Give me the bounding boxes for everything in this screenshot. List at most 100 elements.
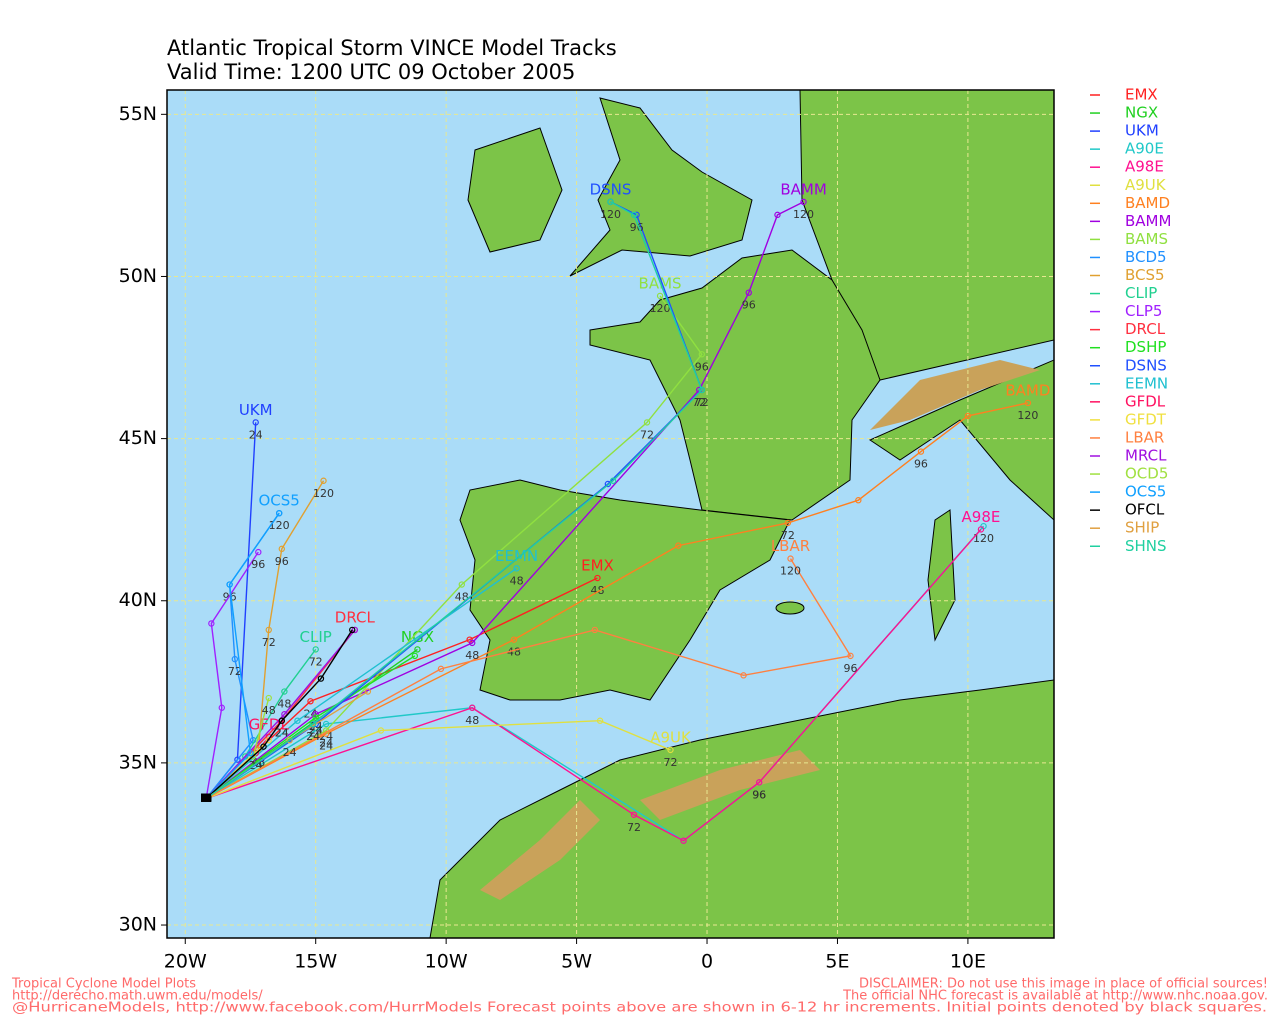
hour-label: 72 <box>781 529 795 542</box>
track-point <box>226 581 233 588</box>
hour-label: 24 <box>249 428 263 441</box>
legend-label: CLP5 <box>1125 302 1162 320</box>
track-point <box>469 704 476 711</box>
track-point <box>364 688 372 695</box>
hour-label: 120 <box>973 532 994 545</box>
hour-label: 96 <box>223 591 237 604</box>
track-point <box>607 198 614 206</box>
track-point <box>740 672 747 679</box>
hour-label: 72 <box>640 428 654 441</box>
legend-label: GFDT <box>1125 410 1167 428</box>
track-line <box>205 720 671 800</box>
hour-label: 120 <box>313 487 334 500</box>
track-point <box>847 652 854 660</box>
legend-label: OCS5 <box>1125 483 1166 501</box>
model-track: 96 120 LBAR <box>201 537 858 802</box>
legend-label: LBAR <box>1125 428 1164 446</box>
hour-label: 48 <box>277 698 291 711</box>
hour-label: 24 <box>283 746 297 759</box>
hour-label: 48 <box>510 574 524 587</box>
hour-label: 72 <box>664 756 678 769</box>
x-tick-label: 15W <box>294 951 337 973</box>
track-point <box>309 720 317 728</box>
track-point <box>307 698 314 705</box>
frame <box>166 89 1055 939</box>
hour-label: 24 <box>319 740 333 753</box>
track-point <box>265 626 272 634</box>
track-line <box>205 551 259 799</box>
legend-label: DSHP <box>1125 338 1166 356</box>
hour-label: 48 <box>465 714 479 727</box>
hour-label: 72 <box>309 655 323 668</box>
track-point <box>643 419 651 426</box>
model-track: 24 <box>201 198 706 802</box>
track-point <box>964 412 972 420</box>
track-point <box>667 746 674 754</box>
model-track: 48 72 CLIP <box>201 628 332 802</box>
x-tick-label: 10E <box>950 951 986 973</box>
legend-label: EMX <box>1125 86 1158 104</box>
track-name: EMX <box>581 557 614 575</box>
legend-label: SHNS <box>1125 537 1167 555</box>
track-point <box>255 548 262 556</box>
hour-label: 72 <box>627 821 641 834</box>
hour-label: 120 <box>650 302 671 315</box>
track-point <box>294 717 301 724</box>
track-name: BAMM <box>780 180 826 198</box>
track-line <box>205 402 1029 800</box>
x-tick-label: 5W <box>561 951 592 973</box>
track-point <box>784 519 792 527</box>
track-point <box>656 292 664 300</box>
footer-left: @HurricaneModels, http://www.facebook.co… <box>12 1001 1267 1016</box>
track-point <box>286 736 293 744</box>
track-point <box>265 736 272 744</box>
track-name: A9UK <box>650 728 692 746</box>
hour-label: 72 <box>228 665 242 678</box>
track-name: EEMN <box>495 547 538 565</box>
x-tick-label: 20W <box>164 951 207 973</box>
legend-label: SHIP <box>1125 519 1159 537</box>
track-line <box>205 655 416 800</box>
hour-label: 72 <box>692 396 706 409</box>
track-point <box>312 714 319 721</box>
hour-label: 120 <box>793 208 814 221</box>
hour-label: 24 <box>275 727 289 740</box>
legend-label: A98E <box>1125 158 1164 176</box>
legend-label: UKM <box>1125 122 1159 140</box>
footer-right: The official NHC forecast is available a… <box>842 989 1268 1004</box>
legend-label: BCD5 <box>1125 248 1167 266</box>
track-point <box>698 386 706 394</box>
track-point <box>312 646 319 653</box>
footer-right: DISCLAIMER: Do not use this image in pla… <box>859 977 1268 992</box>
x-tick-label: 5E <box>825 951 849 973</box>
track-line <box>205 528 982 842</box>
legend-label: DRCL <box>1125 320 1166 338</box>
track-name: UKM <box>239 401 273 419</box>
track-name: DRCL <box>335 608 376 626</box>
track-point <box>800 198 807 206</box>
track-point <box>275 509 283 517</box>
track-point <box>265 694 272 702</box>
legend-label: OCD5 <box>1125 465 1168 483</box>
track-point <box>1024 399 1032 407</box>
track-point <box>218 704 225 711</box>
track-point <box>609 477 617 484</box>
legend-label: BCS5 <box>1125 266 1165 284</box>
hour-label: 120 <box>600 208 621 221</box>
track-name: BAMD <box>1005 381 1050 399</box>
track-point <box>680 837 687 844</box>
track-point <box>278 545 285 553</box>
track-point <box>322 720 330 728</box>
track-point <box>437 665 445 673</box>
hour-label: 96 <box>742 299 756 312</box>
hour-label: 120 <box>1017 409 1038 422</box>
x-tick-label: 10W <box>425 951 468 973</box>
y-tick-label: 45N <box>119 427 157 449</box>
grid <box>167 90 1054 938</box>
legend-label: BAMD <box>1125 194 1170 212</box>
track-point <box>234 756 241 763</box>
model-track: 72 A9UK <box>201 717 692 802</box>
track-name: A98E <box>962 508 1001 526</box>
track-point <box>510 636 518 643</box>
legend-label: A9UK <box>1125 176 1167 194</box>
